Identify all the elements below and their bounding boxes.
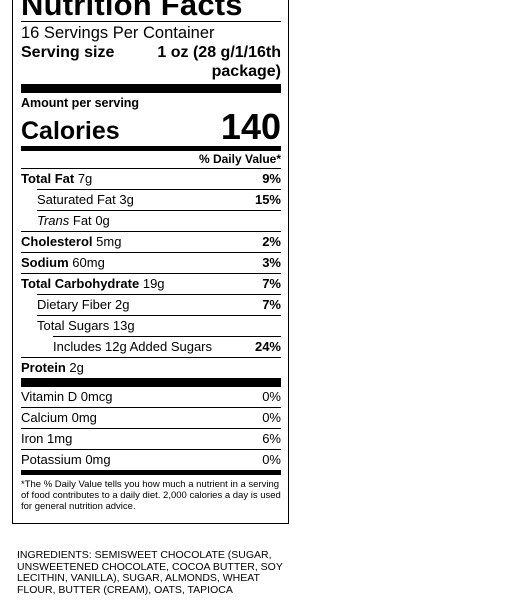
nutrient-amount: 13g (112, 318, 135, 333)
nutrient-name: Total Fat (21, 171, 75, 186)
label-title: Nutrition Facts (21, 0, 243, 22)
nutrient-name: Trans (37, 213, 70, 228)
vitamin-dv: 6% (262, 431, 281, 446)
nutrient-row-saturated-fat: Saturated Fat 3g 15% (37, 189, 281, 210)
vitamin-amount: 0mg (85, 452, 111, 467)
nutrient-name: Saturated Fat (37, 192, 116, 207)
nutrient-amount: 19g (142, 276, 165, 291)
nutrient-dv: 15% (254, 192, 281, 207)
nutrient-amount: 5mg (96, 234, 122, 249)
nutrient-dv: 7% (262, 297, 281, 312)
nutrient-row-protein: Protein 2g (21, 357, 281, 378)
nutrient-amount: 2g (69, 360, 84, 375)
nutrient-dv: 7% (262, 276, 281, 291)
divider (21, 21, 281, 22)
calories-label: Calories (21, 117, 120, 145)
nutrition-facts-label: Nutrition Facts 16 Servings Per Containe… (12, 0, 289, 524)
vitamin-dv: 0% (262, 410, 281, 425)
nutrient-row-added-sugars: Includes 12g Added Sugars 24% (53, 336, 281, 357)
nutrient-name: Protein (21, 360, 66, 375)
nutrient-row-trans-fat: Trans Fat 0g (37, 210, 281, 231)
nutrient-row-sodium: Sodium 60mg 3% (21, 252, 281, 273)
nutrient-name: Sodium (21, 255, 69, 270)
nutrient-amount: 0g (95, 213, 110, 228)
serving-size-label: Serving size (21, 44, 115, 61)
nutrient-row-total-carbohydrate: Total Carbohydrate 19g 7% (21, 273, 281, 294)
vitamin-dv: 0% (262, 452, 281, 467)
calories-value: 140 (220, 106, 281, 147)
servings-per-container: 16 Servings Per Container (21, 24, 215, 42)
vitamin-name: Calcium (21, 410, 68, 425)
nutrient-name-suffix: Fat (72, 213, 92, 228)
serving-size-row: Serving size 1 oz (28 g/1/16th package) (21, 43, 281, 81)
nutrient-name: Total Carbohydrate (21, 276, 140, 291)
nutrient-dv: 3% (262, 255, 281, 270)
nutrient-row-total-fat: Total Fat 7g 9% (21, 168, 281, 189)
nutrient-name: Dietary Fiber (37, 297, 112, 312)
nutrient-amount: 3g (119, 192, 134, 207)
nutrient-dv: 2% (262, 234, 281, 249)
vitamin-amount: 0mcg (80, 389, 113, 404)
vitamin-name: Vitamin D (21, 389, 78, 404)
vitamin-row-potassium: Potassium 0mg 0% (21, 449, 281, 470)
vitamin-name: Potassium (21, 452, 82, 467)
nutrient-name: Cholesterol (21, 234, 93, 249)
calories-row: Calories 140 (21, 106, 281, 147)
thick-divider (21, 84, 281, 93)
vitamin-name: Iron (21, 431, 44, 446)
vitamin-amount: 0mg (71, 410, 97, 425)
thick-divider (21, 378, 281, 387)
medium-divider (21, 146, 281, 151)
vitamin-row-vitamin-d: Vitamin D 0mcg 0% (21, 387, 281, 407)
nutrient-name: Includes 12g Added Sugars (53, 339, 213, 354)
daily-value-header: % Daily Value* (198, 152, 281, 166)
amount-per-serving: Amount per serving (21, 96, 140, 110)
medium-divider (21, 470, 281, 475)
nutrient-dv: 9% (262, 171, 281, 186)
serving-size-value: 1 oz (28 g/1/16th package) (157, 44, 281, 80)
nutrient-row-total-sugars: Total Sugars 13g (37, 315, 281, 336)
nutrient-amount: 60mg (72, 255, 105, 270)
nutrient-dv: 24% (254, 339, 281, 354)
nutrient-row-dietary-fiber: Dietary Fiber 2g 7% (37, 294, 281, 315)
vitamin-row-calcium: Calcium 0mg 0% (21, 407, 281, 428)
ingredients-text: INGREDIENTS: SEMISWEET CHOCOLATE (SUGAR,… (17, 549, 283, 596)
daily-value-footnote: *The % Daily Value tells you how much a … (21, 479, 281, 512)
vitamin-row-iron: Iron 1mg 6% (21, 428, 281, 449)
nutrient-row-cholesterol: Cholesterol 5mg 2% (21, 231, 281, 252)
nutrient-amount: 7g (77, 171, 93, 186)
vitamin-dv: 0% (262, 389, 281, 404)
vitamin-amount: 1mg (47, 431, 73, 446)
nutrient-amount: 2g (115, 297, 130, 312)
nutrient-name: Total Sugars (37, 318, 110, 333)
